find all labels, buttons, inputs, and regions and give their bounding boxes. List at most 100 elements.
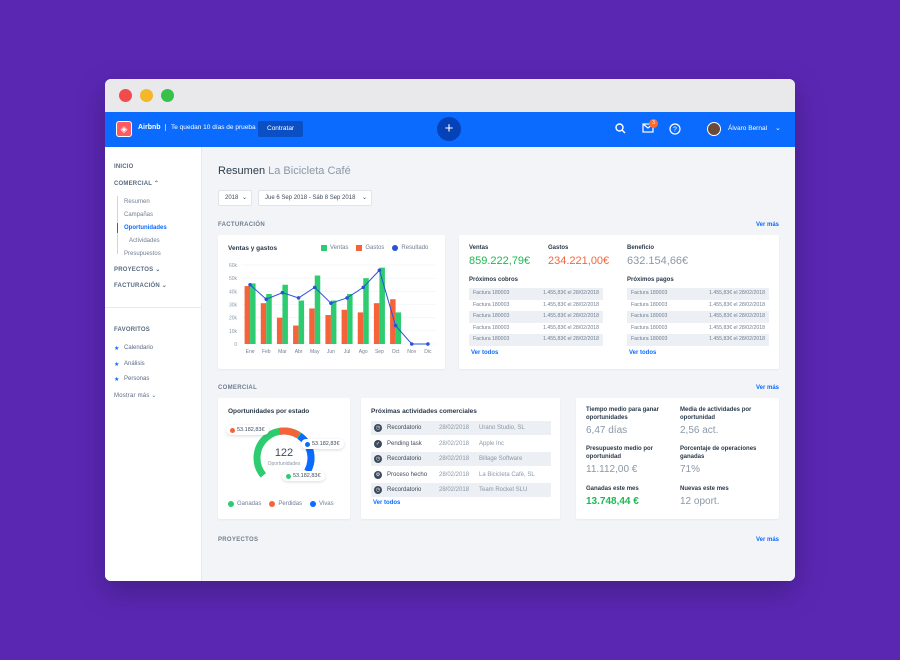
sidebar-item-comercial[interactable]: COMERCIAL ⌃ (114, 181, 160, 187)
maximize-window-button[interactable] (161, 89, 174, 102)
brand-name: Airbnb (138, 124, 161, 131)
sidebar-item-oportunidades[interactable]: Oportunidades (124, 225, 167, 231)
close-window-button[interactable] (119, 89, 132, 102)
add-button[interactable]: + (437, 117, 461, 141)
perdidas-pill: 53.182,83€ (226, 425, 269, 435)
pagos-ver-todos-link[interactable]: Ver todos (629, 350, 657, 356)
ver-mas-comercial-link[interactable]: Ver más (755, 385, 779, 391)
fav-calendario[interactable]: Calendario (124, 345, 154, 351)
stat-label: Presupuesto medio por oportunidad (586, 446, 654, 460)
cobros-title: Próximos cobros (469, 277, 519, 283)
bar-gastos (244, 286, 251, 344)
x-tick-label: Oct (392, 349, 400, 355)
sidebar-item-facturacion[interactable]: FACTURACIÓN ⌄ (114, 283, 167, 289)
x-tick-label: Abr (295, 349, 303, 355)
resultado-point (264, 297, 269, 302)
table-row[interactable]: Factura 180003 1.455,83€ el 28/02/2018 (469, 288, 603, 300)
kpi-card: Ventas 859.222,79€ Gastos 234.221,00€ Be… (459, 235, 779, 369)
star-icon: ★ (114, 377, 120, 383)
kpi-gastos-label: Gastos (548, 245, 569, 251)
fav-personas[interactable]: Personas (124, 376, 150, 382)
table-row[interactable]: Factura 180003 1.455,83€ el 28/02/2018 (469, 311, 603, 323)
table-row[interactable]: Factura 180003 1.455,83€ el 28/02/2018 (627, 334, 769, 346)
comercial-heading: COMERCIAL (218, 385, 258, 391)
stat-value: 12 oport. (680, 496, 720, 507)
bar-ventas (298, 300, 305, 344)
date-range-select[interactable]: Jue 6 Sep 2018 - Sáb 8 Sep 2018 ⌄ (258, 190, 372, 206)
oportunidades-title: Oportunidades por estado (228, 408, 310, 415)
facturacion-heading: FACTURACIÓN (218, 222, 265, 228)
resultado-point (361, 285, 366, 290)
x-tick-label: Feb (262, 349, 271, 355)
x-tick-label: May (310, 349, 320, 355)
show-more-link[interactable]: Mostrar más ⌄ (114, 393, 157, 399)
sidebar-item-inicio[interactable]: INICIO (114, 164, 134, 170)
table-row[interactable]: Factura 180003 1.455,83€ el 28/02/2018 (473, 324, 599, 331)
chevron-down-icon: ⌄ (361, 195, 367, 201)
table-row[interactable]: Factura 180003 1.455,83€ el 28/02/2018 (627, 311, 769, 323)
sidebar-item-actividades[interactable]: Actividades (129, 238, 160, 244)
bar-ventas (379, 267, 385, 344)
resultado-point (296, 296, 301, 300)
list-item[interactable]: ◷ Recordatorio 28/02/2018 Urano Studio, SL (371, 421, 551, 435)
legend-gastos: Gastos (365, 245, 385, 251)
list-item[interactable]: ✓ Pending task 28/02/2018 Apple Inc (374, 439, 505, 448)
table-row[interactable]: Factura 180003 1.455,83€ el 28/02/2018 (631, 301, 765, 308)
x-tick-label: Ene (246, 349, 255, 355)
help-icon[interactable]: ? (668, 123, 681, 136)
table-row[interactable]: Factura 180003 1.455,83€ el 28/02/2018 (469, 334, 603, 346)
ver-mas-proyectos-link[interactable]: Ver más (755, 537, 779, 543)
contratar-button[interactable]: Contratar (258, 121, 304, 137)
stat-value: 6,47 días (586, 425, 628, 436)
search-icon[interactable] (614, 123, 627, 136)
sidebar-divider (105, 307, 201, 308)
donut-total: 122 (274, 447, 294, 459)
list-item[interactable]: ◷ Recordatorio 28/02/2018 Team Rocket SLU (371, 483, 551, 497)
chevron-down-icon: ⌄ (161, 283, 167, 289)
stat-value: 11.112,00 € (586, 464, 638, 475)
year-select[interactable]: 2018 ⌄ (218, 190, 252, 206)
chevron-down-icon: ⌄ (241, 195, 247, 201)
donut-legend: Ganadas Perdidas Vivas (228, 501, 334, 507)
x-tick-label: Mar (278, 349, 287, 355)
ventas-gastos-card: Ventas y gastos Ventas Gastos Resultado … (218, 235, 445, 369)
bar-gastos (276, 317, 283, 344)
stat-label: Porcentaje de operaciones ganadas (680, 446, 757, 460)
bar-gastos (325, 315, 331, 344)
legend-vivas: Vivas (319, 501, 334, 507)
actividades-card: Próximas actividades comerciales ◷ Record… (361, 398, 560, 519)
active-indicator (117, 223, 118, 233)
table-row[interactable]: Factura 180003 1.455,83€ el 28/02/2018 (473, 301, 599, 308)
fav-analisis[interactable]: Análisis (124, 361, 145, 367)
stat-value: 71% (680, 464, 701, 475)
kpi-beneficio-value: 632.154,66€ (627, 255, 689, 267)
table-row[interactable]: Factura 180003 1.455,83€ el 28/02/2018 (631, 324, 765, 331)
y-tick-label: 60k (229, 263, 238, 269)
pagos-title: Próximos pagos (627, 277, 674, 283)
task-icon: ✓ (374, 439, 382, 448)
list-item[interactable]: ◷ Recordatorio 28/02/2018 Billage Software (371, 452, 551, 466)
user-avatar[interactable] (707, 122, 721, 136)
user-name[interactable]: Álvaro Bernal (728, 125, 768, 132)
reminder-icon: ◷ (374, 486, 382, 494)
sidebar-item-presupuestos[interactable]: Presupuestos (124, 251, 161, 257)
sidebar: INICIO COMERCIAL ⌃ Resumen Campañas Opor… (105, 147, 202, 581)
donut-vivas (253, 427, 315, 489)
airbnb-logo-icon[interactable]: ◈ (116, 121, 132, 137)
main-content: Resumen La Bicicleta Café 2018 ⌄ Jue 6 S… (202, 147, 795, 581)
table-row[interactable]: Factura 180003 1.455,83€ el 28/02/2018 (627, 288, 769, 300)
ganadas-pill: 53.182,83€ (282, 471, 325, 481)
chevron-down-icon[interactable]: ⌄ (775, 125, 781, 132)
bar-ventas (363, 278, 369, 344)
stat-label: Ganadas este mes (586, 486, 639, 492)
ver-mas-facturacion-link[interactable]: Ver más (755, 222, 779, 228)
chart-title: Ventas y gastos (228, 245, 278, 252)
cobros-ver-todos-link[interactable]: Ver todos (471, 350, 499, 356)
sidebar-item-proyectos[interactable]: PROYECTOS ⌄ (114, 267, 161, 273)
actividades-ver-todos-link[interactable]: Ver todos (373, 500, 401, 506)
sidebar-item-resumen[interactable]: Resumen (124, 199, 150, 205)
sidebar-item-campanas[interactable]: Campañas (124, 212, 154, 218)
minimize-window-button[interactable] (140, 89, 153, 102)
app-window: ◈ Airbnb Te quedan 10 días de prueba Con… (105, 79, 795, 581)
list-item[interactable]: ⚙ Proceso hecho 28/02/2018 La Bicicleta Caf… (374, 470, 535, 479)
